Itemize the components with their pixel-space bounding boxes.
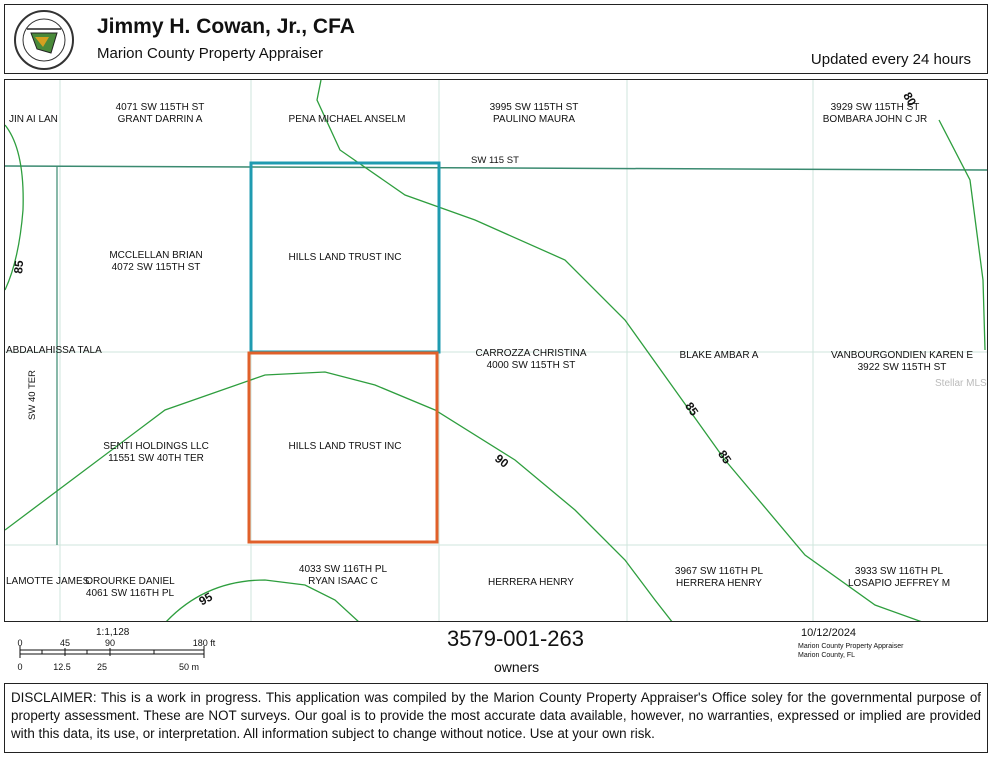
owners-label: owners: [494, 659, 540, 675]
parcel-label[interactable]: 3933 SW 116TH PL LOSAPIO JEFFREY M: [847, 566, 951, 589]
parcel-label[interactable]: CARROZZA CHRISTINA 4000 SW 115TH ST: [475, 348, 587, 371]
subject-parcel-south-label[interactable]: HILLS LAND TRUST INC: [288, 441, 402, 452]
disclaimer: DISCLAIMER: This is a work in progress. …: [4, 683, 988, 753]
parcel-label[interactable]: 3967 SW 116TH PL HERRERA HENRY: [674, 566, 764, 589]
update-frequency: Updated every 24 hours: [810, 51, 971, 68]
parcel-id: 3579-001-263: [447, 626, 585, 651]
map-footer: 1:1,128 0 45 90 180 ft 0 12.5 25 50 m 35…: [4, 624, 988, 680]
scale-ratio: 1:1,128: [96, 627, 130, 638]
contour-lines: [5, 80, 986, 621]
appraiser-name: Jimmy H. Cowan, Jr., CFA: [97, 15, 355, 38]
parcel-label[interactable]: HERRERA HENRY: [488, 577, 574, 588]
subject-parcel-north-label[interactable]: HILLS LAND TRUST INC: [288, 252, 402, 263]
parcel-label[interactable]: LAMOTTE JAMES: [6, 576, 90, 587]
scale-ft-0: 0: [17, 638, 23, 648]
scale-bar: [19, 646, 205, 658]
contour-label: 85: [11, 259, 27, 275]
scale-ft-3: 180 ft: [192, 638, 216, 648]
road-label-sw-40-ter: SW 40 TER: [27, 370, 38, 420]
parcel-label[interactable]: BLAKE AMBAR A: [679, 350, 759, 361]
scale-m-0: 0: [17, 662, 23, 672]
scale-ft-1: 45: [59, 638, 71, 648]
parcel-label[interactable]: 4071 SW 115TH ST GRANT DARRIN A: [115, 102, 205, 125]
map-date: 10/12/2024: [801, 627, 857, 639]
property-appraiser-logo: [14, 10, 74, 70]
map-graphics: [5, 80, 987, 621]
parcel-label[interactable]: VANBOURGONDIEN KAREN E 3922 SW 115TH ST: [830, 350, 974, 373]
road-label-sw-115-st: SW 115 ST: [471, 155, 519, 166]
appraiser-office: Marion County Property Appraiser: [97, 45, 323, 62]
subject-parcel-south: [247, 351, 439, 544]
parcel-label[interactable]: 3929 SW 115TH ST BOMBARA JOHN C JR: [822, 102, 928, 125]
parcel-label[interactable]: SENTI HOLDINGS LLC 11551 SW 40TH TER: [103, 441, 209, 464]
scale-m-1: 12.5: [53, 662, 71, 672]
mls-watermark: Stellar MLS: [935, 378, 987, 389]
parcel-label[interactable]: ABDALAHISSA TALA: [6, 345, 102, 356]
scale-m-2: 25: [96, 662, 108, 672]
parcel-label[interactable]: OROURKE DANIEL 4061 SW 116TH PL: [85, 576, 175, 599]
scale-m-3: 50 m: [178, 662, 200, 672]
road-sw-115-st: [5, 165, 987, 171]
credit-line-2: Marion County, FL: [798, 652, 856, 659]
parcel-label[interactable]: JIN AI LAN: [9, 114, 58, 125]
parcel-label[interactable]: 3995 SW 115TH ST PAULINO MAURA: [489, 102, 579, 125]
scale-ft-2: 90: [104, 638, 116, 648]
credit-line-1: Marion County Property Appraiser: [798, 643, 904, 650]
parcel-label[interactable]: 4033 SW 116TH PL RYAN ISAAC C: [298, 564, 388, 587]
parcel-label[interactable]: PENA MICHAEL ANSELM: [288, 114, 406, 125]
header: Jimmy H. Cowan, Jr., CFA Marion County P…: [4, 4, 988, 74]
parcel-label[interactable]: MCCLELLAN BRIAN 4072 SW 115TH ST: [109, 250, 203, 273]
parcel-map[interactable]: JIN AI LAN 4071 SW 115TH ST GRANT DARRIN …: [4, 79, 988, 622]
